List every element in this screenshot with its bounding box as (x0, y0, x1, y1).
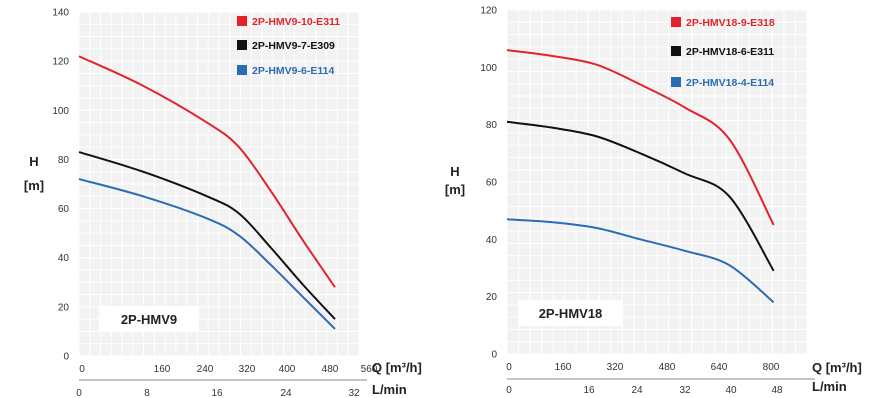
series-line-3 (506, 218, 775, 304)
x-tick-label-upper: 240 (197, 364, 214, 375)
x-axis-label-secondary: L/min (812, 379, 847, 394)
series-line-3 (78, 178, 336, 330)
y-tick-label: 120 (52, 57, 69, 68)
legend-label-3: 2P-HMV18-4-E114 (686, 77, 774, 89)
y-tick-label: 40 (486, 235, 498, 246)
model-label-box (518, 300, 623, 326)
model-label-box (99, 306, 199, 332)
y-axis-label: H (450, 164, 459, 179)
x-tick-label-upper: 640 (711, 362, 728, 373)
y-tick-label: 60 (486, 178, 498, 189)
x-tick-label-lower: 0 (76, 388, 82, 398)
x-tick-label-lower: 8 (144, 388, 150, 398)
x-tick-label-lower: 16 (211, 388, 223, 398)
x-tick-label-lower: 48 (771, 385, 783, 396)
y-tick-label: 20 (58, 302, 70, 313)
legend-label-2: 2P-HMV18-6-E311 (686, 46, 774, 58)
series-line-1 (506, 49, 775, 226)
legend-label-1: 2P-HMV9-10-E311 (252, 16, 340, 28)
x-tick-label-upper: 320 (607, 362, 624, 373)
y-tick-label: 100 (52, 106, 69, 117)
series-line-1 (78, 55, 336, 288)
x-tick-label-upper: 160 (154, 364, 171, 375)
x-tick-label-lower: 0 (506, 385, 512, 396)
y-tick-label: 80 (58, 155, 70, 166)
x-tick-label-upper: 0 (506, 362, 512, 373)
y-axis-label: H (29, 154, 38, 169)
x-tick-label-lower: 24 (280, 388, 292, 398)
y-tick-label: 0 (491, 350, 497, 361)
x-tick-label-lower: 24 (631, 385, 643, 396)
y-tick-label: 80 (486, 120, 498, 131)
y-tick-label: 140 (52, 8, 69, 19)
x-tick-label-upper: 0 (79, 364, 85, 375)
legend-swatch-3 (671, 77, 681, 87)
x-tick-label-upper: 400 (279, 364, 296, 375)
x-tick-label-upper: 480 (322, 364, 339, 375)
chart-1: 0 20 40 60 80 100 120 140 0 160 240 320 400 480 560 0 8 1… (24, 8, 422, 398)
legend-label-1: 2P-HMV18-9-E318 (686, 17, 775, 29)
legend-label-2: 2P-HMV9-7-E309 (252, 40, 335, 52)
y-axis-unit: [m] (445, 182, 465, 197)
x-tick-label-upper: 800 (763, 362, 780, 373)
x-tick-label-upper: 560 (361, 364, 378, 375)
series-line-2 (506, 120, 775, 272)
x-axis-label-primary: Q [m³/h] (812, 360, 862, 375)
series-line-2 (78, 151, 336, 320)
model-label: 2P-HMV18 (539, 306, 603, 321)
legend-swatch-2 (237, 40, 247, 50)
legend-swatch-3 (237, 65, 247, 75)
x-tick-label-lower: 32 (679, 385, 691, 396)
chart-2: 0 20 40 60 80 100 120 0 160 320 480 640 800 0 16 24 32 40… (445, 6, 862, 397)
x-tick-label-upper: 160 (555, 362, 572, 373)
legend-label-3: 2P-HMV9-6-E114 (252, 65, 334, 77)
legend-swatch-2 (671, 46, 681, 56)
x-tick-label-lower: 40 (725, 385, 737, 396)
model-label: 2P-HMV9 (121, 312, 177, 327)
y-tick-label: 20 (486, 292, 498, 303)
x-axis-label-primary: Q [m³/h] (372, 360, 422, 375)
y-tick-label: 100 (480, 63, 497, 74)
x-tick-label-upper: 480 (659, 362, 676, 373)
x-tick-label-upper: 320 (239, 364, 256, 375)
y-tick-label: 120 (480, 6, 497, 17)
legend-swatch-1 (237, 16, 247, 26)
x-axis-label-secondary: L/min (372, 382, 407, 397)
y-tick-label: 40 (58, 253, 70, 264)
y-axis-unit: [m] (24, 178, 44, 193)
x-tick-label-lower: 32 (348, 388, 360, 398)
legend-swatch-1 (671, 17, 681, 27)
y-tick-label: 60 (58, 204, 70, 215)
y-tick-label: 0 (63, 352, 69, 363)
x-tick-label-lower: 16 (583, 385, 595, 396)
